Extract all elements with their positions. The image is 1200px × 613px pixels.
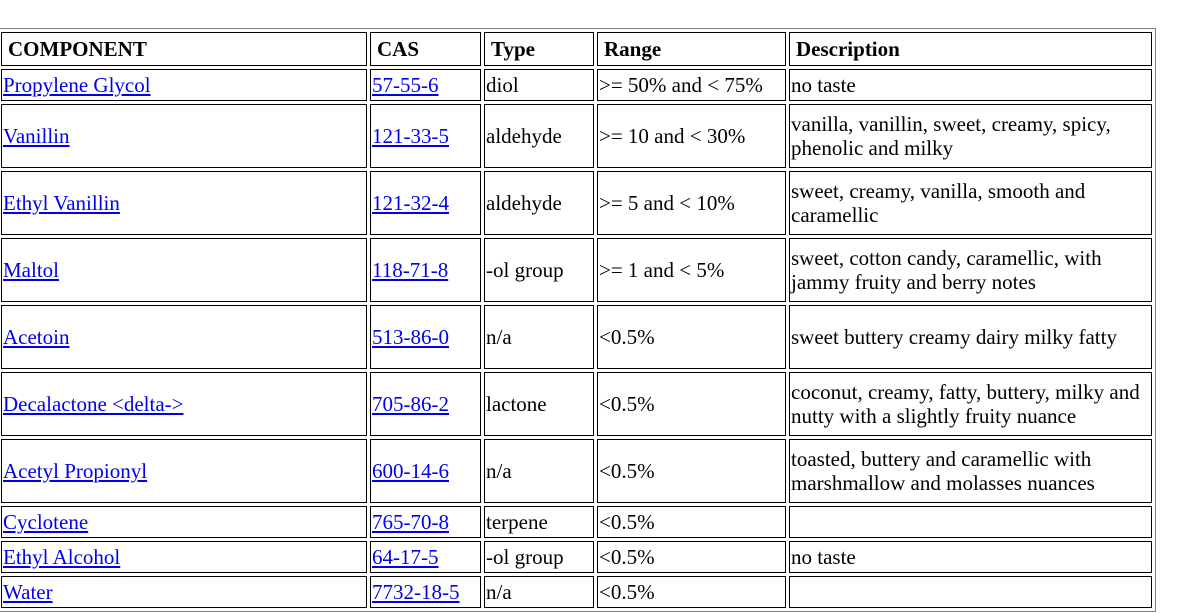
description-cell: toasted, buttery and caramellic with mar… bbox=[789, 439, 1152, 503]
cas-cell: 765-70-8 bbox=[370, 506, 481, 538]
cas-cell: 705-86-2 bbox=[370, 372, 481, 436]
component-cell: Vanillin bbox=[1, 104, 367, 168]
table-row: Ethyl Alcohol 64-17-5 -ol group <0.5% no… bbox=[1, 541, 1152, 573]
header-cas: CAS bbox=[370, 32, 481, 66]
header-description: Description bbox=[789, 32, 1152, 66]
range-cell: <0.5% bbox=[597, 372, 786, 436]
header-component: COMPONENT bbox=[1, 32, 367, 66]
description-cell: sweet, cotton candy, caramellic, with ja… bbox=[789, 238, 1152, 302]
table-row: Maltol 118-71-8 -ol group >= 1 and < 5% … bbox=[1, 238, 1152, 302]
header-type: Type bbox=[484, 32, 594, 66]
cas-link[interactable]: 765-70-8 bbox=[372, 510, 449, 534]
type-cell: n/a bbox=[484, 305, 594, 369]
component-link[interactable]: Cyclotene bbox=[3, 510, 89, 534]
range-cell: >= 1 and < 5% bbox=[597, 238, 786, 302]
table-row: Vanillin 121-33-5 aldehyde >= 10 and < 3… bbox=[1, 104, 1152, 168]
type-cell: diol bbox=[484, 69, 594, 101]
cas-link[interactable]: 121-32-4 bbox=[372, 191, 449, 215]
range-cell: <0.5% bbox=[597, 541, 786, 573]
range-cell: <0.5% bbox=[597, 576, 786, 608]
range-cell: >= 5 and < 10% bbox=[597, 171, 786, 235]
component-link[interactable]: Vanillin bbox=[3, 124, 70, 148]
component-link[interactable]: Ethyl Vanillin bbox=[3, 191, 120, 215]
component-cell: Ethyl Alcohol bbox=[1, 541, 367, 573]
cas-link[interactable]: 118-71-8 bbox=[372, 258, 449, 282]
table-row: Cyclotene 765-70-8 terpene <0.5% bbox=[1, 506, 1152, 538]
description-cell bbox=[789, 506, 1152, 538]
type-cell: n/a bbox=[484, 576, 594, 608]
header-range: Range bbox=[597, 32, 786, 66]
cas-cell: 121-33-5 bbox=[370, 104, 481, 168]
page-content: COMPONENT CAS Type Range Description Pro… bbox=[0, 28, 1156, 612]
table-row: Propylene Glycol 57-55-6 diol >= 50% and… bbox=[1, 69, 1152, 101]
cas-cell: 600-14-6 bbox=[370, 439, 481, 503]
type-cell: n/a bbox=[484, 439, 594, 503]
cas-cell: 513-86-0 bbox=[370, 305, 481, 369]
table-row: Water 7732-18-5 n/a <0.5% bbox=[1, 576, 1152, 608]
table-row: Ethyl Vanillin 121-32-4 aldehyde >= 5 an… bbox=[1, 171, 1152, 235]
description-cell: vanilla, vanillin, sweet, creamy, spicy,… bbox=[789, 104, 1152, 168]
range-cell: <0.5% bbox=[597, 506, 786, 538]
cas-cell: 118-71-8 bbox=[370, 238, 481, 302]
component-cell: Acetoin bbox=[1, 305, 367, 369]
component-cell: Acetyl Propionyl bbox=[1, 439, 367, 503]
description-cell: no taste bbox=[789, 541, 1152, 573]
component-cell: Cyclotene bbox=[1, 506, 367, 538]
cas-link[interactable]: 705-86-2 bbox=[372, 392, 449, 416]
table-row: Decalactone <delta-> 705-86-2 lactone <0… bbox=[1, 372, 1152, 436]
component-link[interactable]: Acetyl Propionyl bbox=[3, 459, 148, 483]
type-cell: -ol group bbox=[484, 541, 594, 573]
component-cell: Water bbox=[1, 576, 367, 608]
cas-link[interactable]: 57-55-6 bbox=[372, 73, 439, 97]
description-cell bbox=[789, 576, 1152, 608]
component-cell: Maltol bbox=[1, 238, 367, 302]
range-cell: <0.5% bbox=[597, 439, 786, 503]
type-cell: aldehyde bbox=[484, 104, 594, 168]
range-cell: >= 10 and < 30% bbox=[597, 104, 786, 168]
component-link[interactable]: Water bbox=[3, 580, 53, 604]
component-cell: Ethyl Vanillin bbox=[1, 171, 367, 235]
cas-link[interactable]: 513-86-0 bbox=[372, 325, 449, 349]
table-header-row: COMPONENT CAS Type Range Description bbox=[1, 32, 1152, 66]
component-link[interactable]: Propylene Glycol bbox=[3, 73, 151, 97]
cas-cell: 7732-18-5 bbox=[370, 576, 481, 608]
description-cell: coconut, creamy, fatty, buttery, milky a… bbox=[789, 372, 1152, 436]
table-row: Acetoin 513-86-0 n/a <0.5% sweet buttery… bbox=[1, 305, 1152, 369]
cas-cell: 57-55-6 bbox=[370, 69, 481, 101]
cas-link[interactable]: 7732-18-5 bbox=[372, 580, 460, 604]
cas-link[interactable]: 64-17-5 bbox=[372, 545, 439, 569]
cas-cell: 64-17-5 bbox=[370, 541, 481, 573]
range-cell: >= 50% and < 75% bbox=[597, 69, 786, 101]
range-cell: <0.5% bbox=[597, 305, 786, 369]
description-cell: no taste bbox=[789, 69, 1152, 101]
description-cell: sweet buttery creamy dairy milky fatty bbox=[789, 305, 1152, 369]
type-cell: aldehyde bbox=[484, 171, 594, 235]
table-row: Acetyl Propionyl 600-14-6 n/a <0.5% toas… bbox=[1, 439, 1152, 503]
type-cell: lactone bbox=[484, 372, 594, 436]
cas-link[interactable]: 600-14-6 bbox=[372, 459, 449, 483]
description-cell: sweet, creamy, vanilla, smooth and caram… bbox=[789, 171, 1152, 235]
component-link[interactable]: Ethyl Alcohol bbox=[3, 545, 121, 569]
components-table: COMPONENT CAS Type Range Description Pro… bbox=[0, 28, 1156, 612]
component-cell: Propylene Glycol bbox=[1, 69, 367, 101]
component-link[interactable]: Acetoin bbox=[3, 325, 70, 349]
component-link[interactable]: Decalactone <delta-> bbox=[3, 392, 184, 416]
type-cell: -ol group bbox=[484, 238, 594, 302]
type-cell: terpene bbox=[484, 506, 594, 538]
component-cell: Decalactone <delta-> bbox=[1, 372, 367, 436]
component-link[interactable]: Maltol bbox=[3, 258, 59, 282]
cas-link[interactable]: 121-33-5 bbox=[372, 124, 449, 148]
cas-cell: 121-32-4 bbox=[370, 171, 481, 235]
